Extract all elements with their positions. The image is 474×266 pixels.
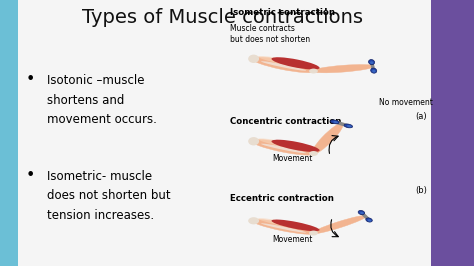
Text: Movement: Movement — [273, 235, 313, 244]
Ellipse shape — [261, 223, 306, 233]
Text: movement occurs.: movement occurs. — [47, 113, 157, 126]
Ellipse shape — [261, 61, 306, 71]
Ellipse shape — [370, 61, 374, 64]
Text: does not shorten but: does not shorten but — [47, 189, 171, 202]
Text: Movement: Movement — [273, 154, 313, 163]
Ellipse shape — [368, 219, 371, 222]
Ellipse shape — [248, 217, 259, 225]
Text: No movement: No movement — [379, 98, 433, 107]
Text: •: • — [26, 72, 36, 87]
Ellipse shape — [248, 55, 259, 63]
Text: •: • — [26, 168, 36, 182]
Bar — [0, 0, 18, 266]
Circle shape — [309, 231, 318, 235]
Text: Isotonic –muscle: Isotonic –muscle — [47, 74, 145, 88]
Ellipse shape — [372, 70, 375, 73]
Ellipse shape — [272, 57, 319, 69]
Ellipse shape — [272, 140, 319, 152]
Ellipse shape — [261, 144, 306, 153]
Ellipse shape — [347, 125, 352, 127]
Ellipse shape — [252, 219, 315, 234]
Ellipse shape — [330, 120, 339, 124]
Ellipse shape — [333, 121, 338, 123]
Ellipse shape — [344, 124, 353, 128]
Ellipse shape — [366, 218, 372, 222]
Text: (b): (b) — [415, 186, 427, 195]
Ellipse shape — [369, 60, 374, 65]
Bar — [431, 0, 474, 266]
Ellipse shape — [272, 219, 319, 231]
Circle shape — [309, 69, 318, 73]
Text: (a): (a) — [415, 112, 427, 121]
Ellipse shape — [258, 218, 309, 229]
Ellipse shape — [312, 65, 374, 73]
Text: Muscle contracts
but does not shorten: Muscle contracts but does not shorten — [230, 24, 310, 44]
Ellipse shape — [258, 139, 309, 150]
Ellipse shape — [358, 210, 365, 215]
Text: shortens and: shortens and — [47, 94, 125, 107]
Ellipse shape — [252, 140, 315, 155]
Ellipse shape — [312, 123, 343, 154]
Circle shape — [309, 151, 318, 156]
Ellipse shape — [312, 215, 367, 234]
Text: Isometric contraction: Isometric contraction — [230, 8, 335, 17]
Ellipse shape — [248, 137, 259, 146]
Text: tension increases.: tension increases. — [47, 209, 155, 222]
Ellipse shape — [252, 57, 315, 73]
Ellipse shape — [258, 56, 309, 68]
Text: Eccentric contraction: Eccentric contraction — [230, 194, 334, 203]
Ellipse shape — [360, 212, 364, 214]
Text: Concentric contraction: Concentric contraction — [230, 117, 341, 126]
Ellipse shape — [371, 68, 377, 73]
Text: Isometric- muscle: Isometric- muscle — [47, 170, 153, 183]
Text: Types of Muscle contractions: Types of Muscle contractions — [82, 8, 363, 27]
